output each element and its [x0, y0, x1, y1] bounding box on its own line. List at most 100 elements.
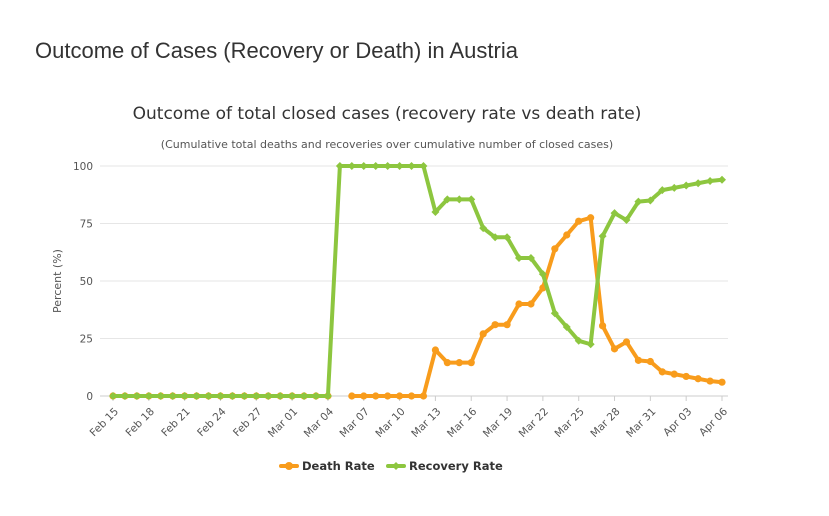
data-point-recovery-rate[interactable] — [538, 270, 547, 279]
data-point-recovery-rate[interactable] — [383, 162, 392, 170]
data-point-recovery-rate[interactable] — [216, 392, 225, 400]
data-point-recovery-rate[interactable] — [144, 392, 153, 400]
data-point-death-rate[interactable] — [563, 231, 571, 239]
data-point-death-rate[interactable] — [587, 214, 595, 222]
data-point-death-rate[interactable] — [491, 321, 499, 329]
data-point-death-rate[interactable] — [622, 338, 631, 346]
data-point-death-rate[interactable] — [467, 359, 475, 367]
data-point-death-rate[interactable] — [670, 370, 678, 378]
data-point-recovery-rate[interactable] — [718, 175, 726, 184]
data-point-death-rate[interactable] — [598, 322, 607, 330]
x-tick-label: Mar 31 — [624, 406, 658, 440]
data-point-recovery-rate[interactable] — [694, 179, 703, 188]
data-point-recovery-rate[interactable] — [658, 186, 667, 195]
data-point-recovery-rate[interactable] — [168, 392, 177, 400]
data-point-recovery-rate[interactable] — [323, 392, 332, 400]
data-point-recovery-rate[interactable] — [156, 392, 165, 400]
data-point-death-rate[interactable] — [384, 392, 392, 400]
data-point-recovery-rate[interactable] — [276, 392, 285, 400]
data-point-recovery-rate[interactable] — [622, 216, 631, 225]
x-tick-label: Feb 21 — [159, 406, 192, 439]
data-point-recovery-rate[interactable] — [598, 232, 607, 241]
legend[interactable]: Death Rate Recovery Rate — [279, 459, 503, 473]
data-point-recovery-rate[interactable] — [586, 340, 595, 349]
data-point-recovery-rate[interactable] — [228, 392, 237, 400]
data-point-death-rate[interactable] — [443, 359, 451, 367]
x-tick-label: Feb 15 — [88, 406, 121, 439]
data-point-recovery-rate[interactable] — [455, 195, 464, 204]
data-point-death-rate[interactable] — [682, 372, 690, 381]
data-point-recovery-rate[interactable] — [431, 208, 440, 216]
data-point-death-rate[interactable] — [658, 368, 666, 376]
data-point-recovery-rate[interactable] — [682, 181, 691, 190]
series-death-rate — [109, 214, 726, 400]
data-point-recovery-rate[interactable] — [335, 162, 344, 170]
data-point-recovery-rate[interactable] — [180, 392, 189, 400]
data-point-death-rate[interactable] — [575, 217, 583, 225]
data-point-death-rate[interactable] — [527, 300, 535, 308]
data-point-death-rate[interactable] — [634, 356, 643, 364]
data-point-recovery-rate[interactable] — [264, 392, 273, 400]
y-tick-label: 0 — [86, 391, 93, 403]
data-point-death-rate[interactable] — [503, 321, 511, 329]
series-group — [109, 162, 726, 400]
y-tick-label: 100 — [73, 161, 93, 173]
data-point-recovery-rate[interactable] — [347, 162, 356, 170]
data-point-recovery-rate[interactable] — [479, 224, 488, 233]
data-point-recovery-rate[interactable] — [515, 254, 523, 262]
data-point-recovery-rate[interactable] — [204, 392, 213, 400]
data-point-death-rate[interactable] — [479, 330, 487, 338]
data-point-recovery-rate[interactable] — [371, 162, 380, 170]
data-point-death-rate[interactable] — [718, 378, 726, 386]
y-tick-label: 50 — [80, 276, 93, 288]
data-point-death-rate[interactable] — [551, 245, 559, 253]
data-point-death-rate[interactable] — [419, 392, 428, 400]
data-point-recovery-rate[interactable] — [132, 392, 141, 400]
data-point-recovery-rate[interactable] — [443, 195, 452, 204]
data-point-recovery-rate[interactable] — [491, 233, 500, 242]
data-point-death-rate[interactable] — [395, 392, 404, 400]
data-point-death-rate[interactable] — [348, 392, 356, 400]
data-point-death-rate[interactable] — [515, 300, 523, 308]
data-point-recovery-rate[interactable] — [109, 392, 117, 400]
data-point-death-rate[interactable] — [360, 392, 368, 400]
data-point-death-rate[interactable] — [706, 377, 714, 385]
data-point-recovery-rate[interactable] — [240, 392, 249, 400]
data-point-recovery-rate[interactable] — [562, 323, 571, 331]
data-point-recovery-rate[interactable] — [359, 162, 368, 170]
data-point-death-rate[interactable] — [372, 392, 380, 400]
data-point-death-rate[interactable] — [694, 375, 702, 383]
y-tick-label: 25 — [80, 334, 93, 346]
data-point-recovery-rate[interactable] — [526, 254, 535, 262]
data-point-recovery-rate[interactable] — [192, 392, 201, 400]
chart-title: Outcome of total closed cases (recovery … — [133, 104, 642, 124]
data-point-recovery-rate[interactable] — [395, 162, 404, 170]
data-point-recovery-rate[interactable] — [610, 209, 619, 218]
y-tick-label: 75 — [80, 219, 93, 231]
data-point-death-rate[interactable] — [610, 345, 619, 353]
legend-marker — [285, 462, 293, 470]
x-tick-label: Mar 04 — [302, 405, 337, 440]
data-point-recovery-rate[interactable] — [706, 176, 715, 185]
data-point-recovery-rate[interactable] — [312, 392, 320, 400]
legend-item-recovery-rate[interactable]: Recovery Rate — [386, 459, 503, 473]
data-point-death-rate[interactable] — [455, 359, 463, 367]
data-point-recovery-rate[interactable] — [288, 392, 297, 400]
data-point-recovery-rate[interactable] — [300, 392, 309, 400]
data-point-recovery-rate[interactable] — [120, 392, 129, 400]
data-point-recovery-rate[interactable] — [634, 197, 643, 206]
data-point-recovery-rate[interactable] — [574, 336, 583, 345]
data-point-recovery-rate[interactable] — [467, 195, 476, 204]
data-point-recovery-rate[interactable] — [407, 162, 416, 170]
data-point-recovery-rate[interactable] — [419, 162, 428, 170]
data-point-recovery-rate[interactable] — [670, 183, 679, 192]
data-point-recovery-rate[interactable] — [503, 233, 512, 242]
data-point-death-rate[interactable] — [407, 392, 416, 400]
data-point-recovery-rate[interactable] — [252, 392, 261, 400]
legend-item-death-rate[interactable]: Death Rate — [279, 459, 375, 473]
data-point-recovery-rate[interactable] — [646, 196, 655, 205]
data-point-death-rate[interactable] — [646, 357, 654, 366]
data-point-death-rate[interactable] — [431, 346, 440, 354]
data-point-recovery-rate[interactable] — [550, 309, 559, 318]
